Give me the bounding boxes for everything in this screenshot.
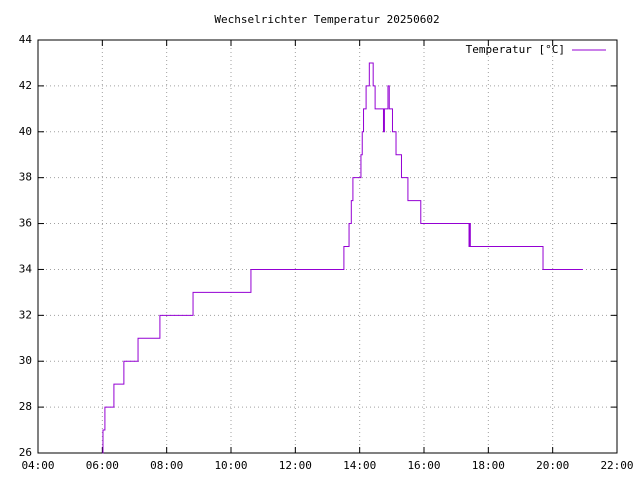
x-tick-label: 10:00 bbox=[214, 459, 247, 472]
y-tick-label: 36 bbox=[19, 217, 32, 230]
x-tick-label: 04:00 bbox=[21, 459, 54, 472]
x-tick-label: 16:00 bbox=[407, 459, 440, 472]
y-tick-label: 26 bbox=[19, 446, 32, 459]
x-tick-label: 22:00 bbox=[600, 459, 633, 472]
y-tick-label: 32 bbox=[19, 308, 32, 321]
data-line bbox=[102, 62, 583, 454]
y-tick-label: 28 bbox=[19, 400, 32, 413]
y-tick-label: 34 bbox=[19, 262, 33, 275]
x-tick-label: 14:00 bbox=[343, 459, 376, 472]
x-tick-label: 20:00 bbox=[536, 459, 569, 472]
x-tick-label: 12:00 bbox=[279, 459, 312, 472]
x-tick-label: 08:00 bbox=[150, 459, 183, 472]
y-tick-label: 44 bbox=[19, 33, 33, 46]
legend-label: Temperatur [°C] bbox=[466, 43, 565, 56]
x-tick-label: 18:00 bbox=[472, 459, 505, 472]
y-tick-label: 38 bbox=[19, 171, 32, 184]
chart-title: Wechselrichter Temperatur 20250602 bbox=[214, 13, 439, 26]
y-tick-label: 30 bbox=[19, 354, 32, 367]
plot-border bbox=[37, 39, 618, 454]
y-tick-label: 42 bbox=[19, 79, 32, 92]
y-tick-label: 40 bbox=[19, 125, 32, 138]
x-tick-label: 06:00 bbox=[86, 459, 119, 472]
